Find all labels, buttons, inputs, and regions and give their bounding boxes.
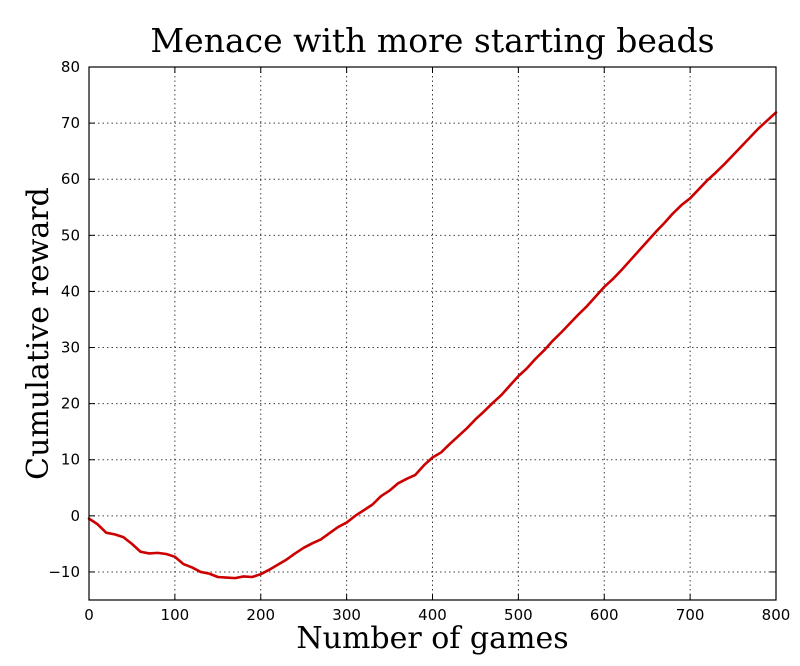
tick-labels: 0 100 200 300 400 500 600 700 800 −10 0 10 20 30 40 50 6… bbox=[48, 58, 790, 624]
chart-title: Menace with more starting beads bbox=[150, 21, 714, 60]
y-tick-label: 50 bbox=[61, 226, 80, 244]
y-tick-label: −10 bbox=[48, 563, 80, 581]
x-tick-label: 300 bbox=[332, 606, 361, 624]
y-tick-label: 60 bbox=[61, 170, 80, 188]
x-tick-label: 200 bbox=[246, 606, 275, 624]
x-tick-label: 600 bbox=[590, 606, 619, 624]
grid bbox=[88, 66, 777, 600]
x-tick-label: 400 bbox=[418, 606, 447, 624]
y-tick-label: 30 bbox=[61, 339, 80, 357]
y-tick-label: 40 bbox=[61, 282, 80, 300]
plot-series bbox=[87, 111, 778, 580]
x-tick-label: 700 bbox=[676, 606, 705, 624]
x-tick-label: 500 bbox=[504, 606, 533, 624]
y-tick-label: 20 bbox=[61, 395, 80, 413]
y-tick-label: 70 bbox=[61, 114, 80, 132]
y-tick-label: 10 bbox=[61, 451, 80, 469]
x-tick-label: 800 bbox=[762, 606, 791, 624]
plot-frame bbox=[88, 66, 777, 601]
series-line bbox=[87, 111, 778, 580]
x-tick-label: 100 bbox=[161, 606, 190, 624]
y-tick-label: 0 bbox=[70, 507, 80, 525]
y-tick-label: 80 bbox=[61, 58, 80, 76]
x-tick-label: 0 bbox=[84, 606, 94, 624]
y-axis-label: Cumulative reward bbox=[21, 187, 56, 480]
x-axis-label: Number of games bbox=[296, 621, 568, 656]
